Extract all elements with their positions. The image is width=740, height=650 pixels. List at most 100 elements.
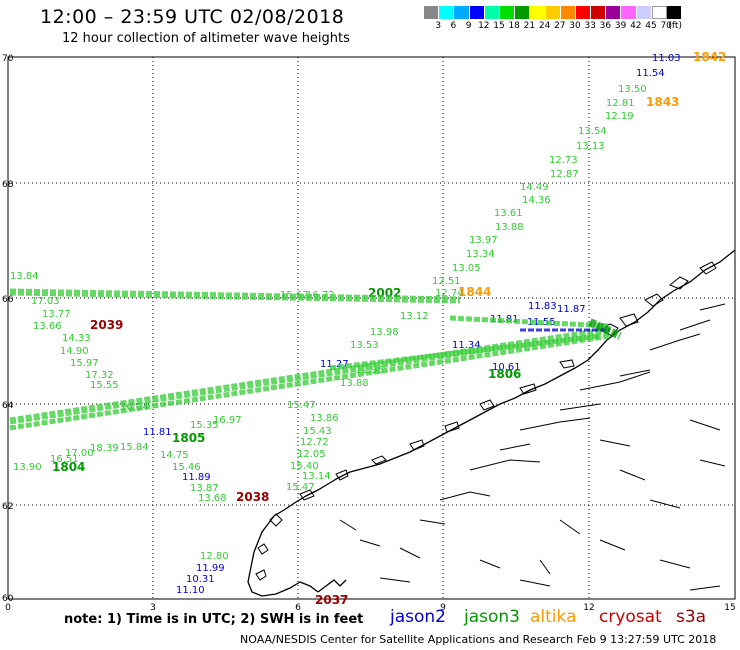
color-scale-label: 9 (465, 21, 472, 31)
lon-label-15: 15 (724, 603, 735, 613)
wave-height-label: 13.97 (469, 235, 498, 246)
color-scale-label: 45 (645, 21, 657, 31)
wave-height-label: 14.49 (520, 182, 549, 193)
color-scale-label: 24 (538, 21, 551, 31)
color-swatch (621, 6, 637, 19)
wave-height-label: 17.32 (85, 370, 114, 381)
wave-height-label: 12.74 (435, 288, 464, 299)
color-swatch (454, 6, 470, 19)
color-scale-label: 42 (630, 21, 642, 31)
wave-height-label: 14.33 (62, 333, 91, 344)
wave-height-label: 16.72 (306, 290, 335, 301)
wave-height-label: 18.39 (90, 443, 119, 454)
color-scale-label: 70 (660, 21, 672, 31)
wave-height-label: 15.46 (172, 462, 201, 473)
legend-jason3: jason3 (464, 607, 520, 627)
lon-label-6: 6 (295, 603, 301, 613)
wave-height-label: 13.98 (370, 327, 399, 338)
wave-height-label: 13.68 (198, 493, 227, 504)
color-scale-label: 12 (478, 21, 490, 31)
wave-height-label: 13.90 (13, 462, 42, 473)
color-swatch (469, 6, 485, 19)
wave-height-label: 17.03 (31, 296, 60, 307)
wave-height-label: 15.35 (190, 420, 219, 431)
wave-height-label: 13.86 (310, 413, 339, 424)
color-swatch (575, 6, 592, 19)
color-scale-label: 30 (569, 21, 581, 31)
pass-time-label: 1805 (172, 431, 205, 445)
color-swatch (499, 6, 516, 19)
map-title: 12:00 – 23:59 UTC 02/08/2018 (40, 6, 345, 28)
wave-height-label: 11.10 (176, 585, 205, 596)
footer-credit: NOAA/NESDIS Center for Satellite Applica… (240, 633, 717, 646)
lat-label-62: 62 (2, 502, 13, 512)
pass-time-label: 2038 (236, 490, 269, 504)
wave-height-label: 13.66 (33, 321, 62, 332)
color-scale-labels: 3 6 9 12 15 18 21 24 27 30 33 36 39 42 45 70 (ft) (424, 21, 740, 33)
color-swatch (515, 6, 531, 19)
lat-label-66: 66 (2, 295, 14, 305)
wave-height-label: 14.90 (60, 346, 89, 357)
color-scale-label: 18 (508, 21, 520, 31)
wave-height-label: 10.61 (492, 362, 521, 373)
wave-height-label: 12.51 (432, 276, 461, 287)
color-swatch (606, 6, 622, 19)
pass-time-label: 2037 (315, 593, 348, 607)
color-swatch (530, 6, 546, 19)
wave-height-label: 11.27 (320, 359, 349, 370)
observation-labels: 11.03 1842 11.54 13.50 12.81 1843 12.19 13.54 13… (10, 50, 726, 607)
legend-altika: altika (530, 607, 577, 627)
wave-height-label: 13.88 (495, 222, 524, 233)
track-band (9, 333, 611, 431)
wave-height-label: 13.34 (466, 249, 495, 260)
color-swatch (439, 6, 455, 19)
legend-s3a: s3a (676, 607, 707, 627)
wave-height-label: 12.05 (297, 449, 326, 460)
track-band (449, 315, 611, 329)
color-swatch (424, 6, 440, 19)
wave-height-label: 15.55 (90, 380, 119, 391)
color-swatch (636, 6, 652, 19)
wave-height-label: 15.84 (120, 442, 149, 453)
wave-height-label: 13.84 (10, 271, 39, 282)
wave-height-label: 13.61 (494, 208, 523, 219)
wave-height-label: 11.81 (490, 314, 519, 325)
wave-height-label: 11.89 (182, 472, 211, 483)
pass-time-label: 2002 (368, 286, 401, 300)
wave-height-label: 13.13 (576, 141, 605, 152)
wave-height-label: 12.80 (200, 551, 229, 562)
wave-height-label: 15.47 (287, 400, 316, 411)
wave-height-label: 13.50 (618, 84, 647, 95)
wave-height-label: 16.51 (50, 454, 79, 465)
wave-height-label: 12.73 (549, 155, 578, 166)
wave-height-label: 16.97 (213, 415, 242, 426)
wave-height-label: 12.87 (550, 169, 579, 180)
wave-height-label: 12.72 (300, 437, 329, 448)
legend-cryosat: cryosat (599, 607, 662, 627)
color-scale-label: 3 (435, 21, 442, 31)
wave-height-label: 13.54 (578, 126, 607, 137)
wave-height-label: 11.81 (143, 427, 172, 438)
wave-height-label: 11.03 (652, 53, 681, 64)
lat-label-70: 70 (2, 54, 14, 64)
wave-height-label: 12.81 (606, 98, 635, 109)
wave-height-label: 13.14 (302, 471, 331, 482)
pass-time-label: 1844 (458, 285, 491, 299)
pass-time-label: 1804 (52, 460, 85, 474)
wave-height-label: 15.47 (286, 482, 315, 493)
color-scale-bar (424, 6, 683, 19)
wave-height-label: 11.87 (557, 304, 586, 315)
map-subtitle: 12 hour collection of altimeter wave hei… (62, 31, 350, 46)
wave-height-label: 13.12 (400, 311, 429, 322)
wave-height-label: 15.97 (70, 358, 99, 369)
wave-height-label: 15.40 (290, 461, 319, 472)
lat-label-64: 64 (2, 401, 14, 411)
color-swatch (651, 6, 667, 19)
color-scale-label: 36 (599, 21, 612, 31)
legend-jason2: jason2 (390, 607, 446, 627)
wave-height-label: 11.54 (636, 68, 665, 79)
wave-height-label: 13.05 (452, 263, 481, 274)
pass-time-label: 1842 (693, 50, 726, 64)
